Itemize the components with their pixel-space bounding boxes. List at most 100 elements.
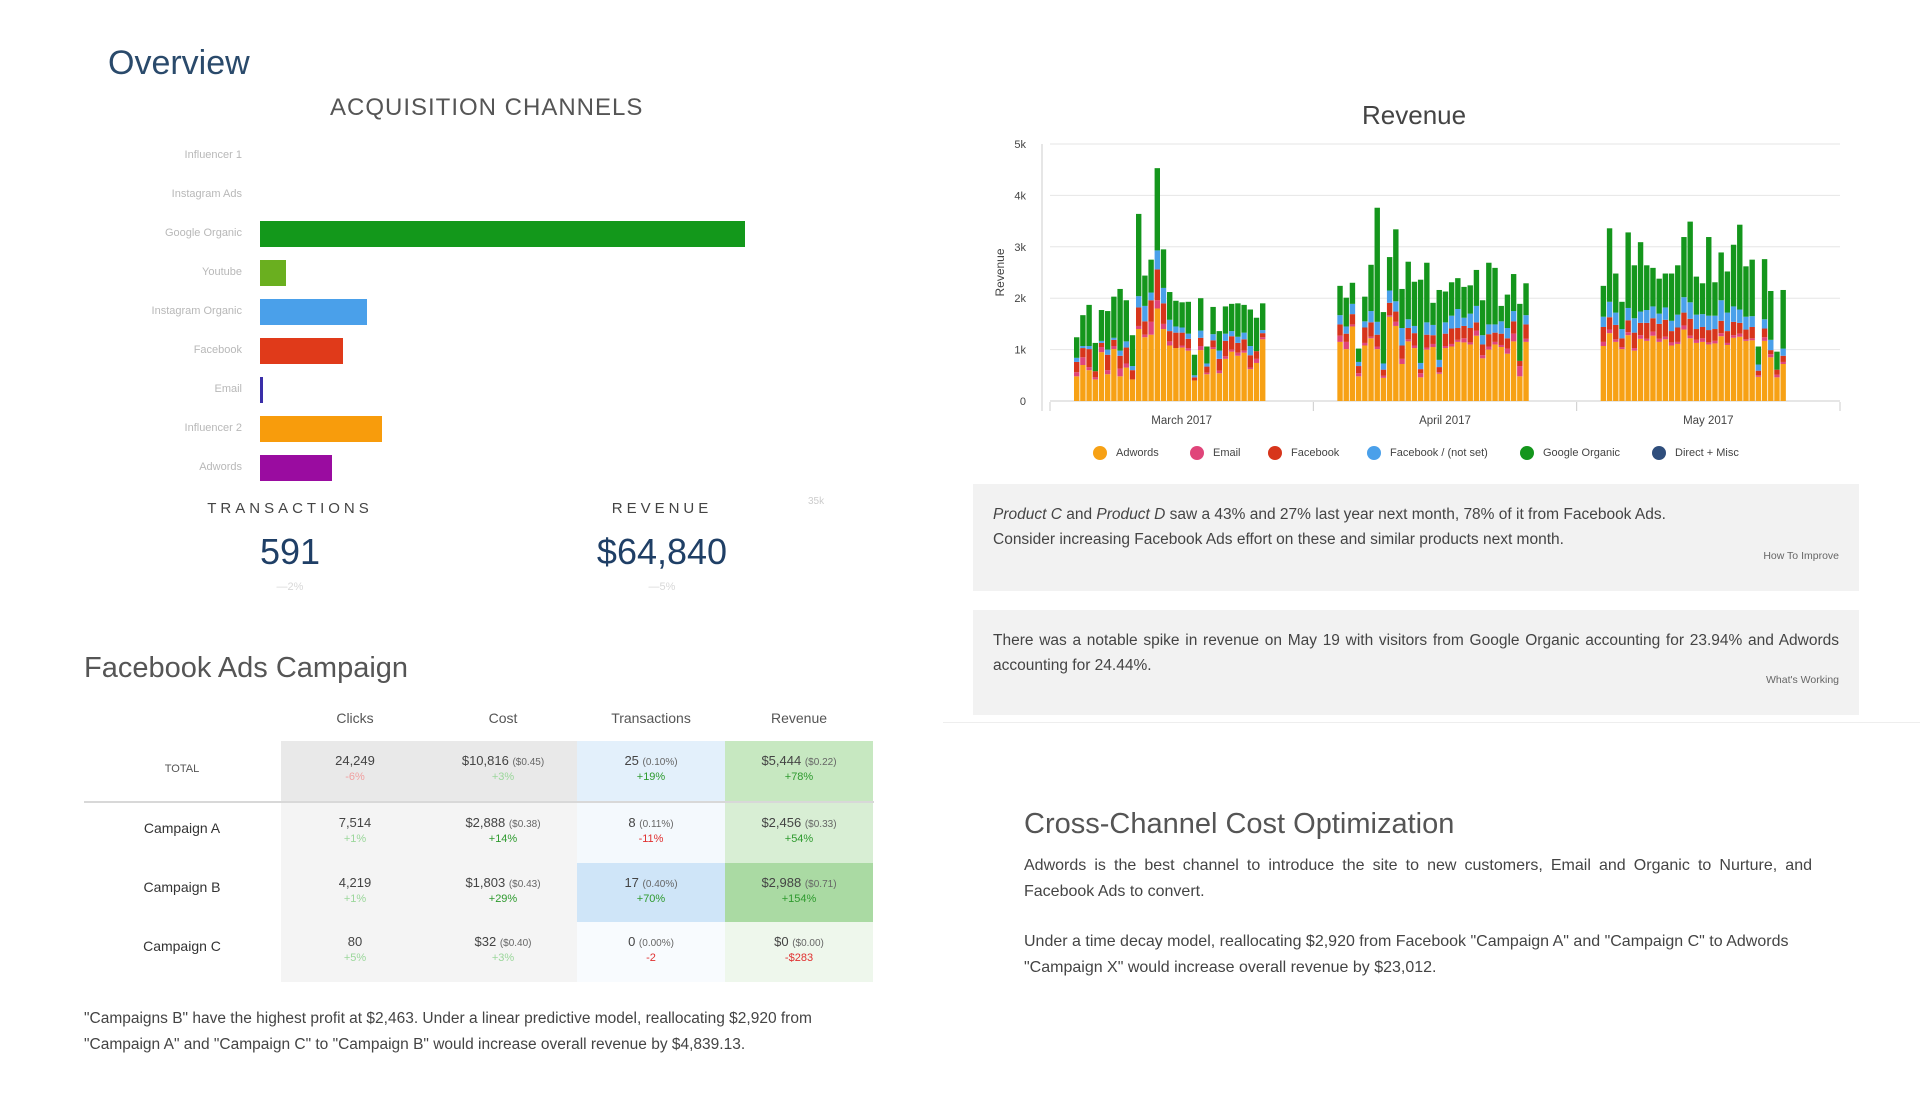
revenue-bar-segment[interactable] <box>1216 350 1222 359</box>
revenue-bar-segment[interactable] <box>1210 306 1216 335</box>
revenue-bar-segment[interactable] <box>1455 278 1461 309</box>
revenue-bar-segment[interactable] <box>1368 336 1374 339</box>
revenue-bar-segment[interactable] <box>1129 379 1136 401</box>
revenue-bar-segment[interactable] <box>1247 355 1253 368</box>
revenue-bar-segment[interactable] <box>1504 353 1511 401</box>
revenue-bar-segment[interactable] <box>1492 324 1498 333</box>
revenue-bar-segment[interactable] <box>1374 349 1380 401</box>
revenue-bar-segment[interactable] <box>1523 283 1529 316</box>
revenue-bar-segment[interactable] <box>1718 320 1724 334</box>
revenue-bar-segment[interactable] <box>1724 271 1731 313</box>
revenue-bar-segment[interactable] <box>1247 346 1253 356</box>
revenue-bar-segment[interactable] <box>1417 377 1424 401</box>
revenue-bar-segment[interactable] <box>1455 308 1461 329</box>
revenue-bar-segment[interactable] <box>1600 326 1607 342</box>
revenue-bar-segment[interactable] <box>1123 367 1129 401</box>
legend-direct-misc[interactable]: Direct + Misc <box>1652 446 1739 460</box>
revenue-bar-segment[interactable] <box>1606 333 1613 401</box>
revenue-bar-segment[interactable] <box>1724 312 1731 332</box>
revenue-bar-segment[interactable] <box>1498 333 1504 345</box>
revenue-bar-segment[interactable] <box>1154 250 1160 270</box>
revenue-bar-segment[interactable] <box>1229 331 1235 337</box>
revenue-bar-segment[interactable] <box>1743 316 1749 330</box>
revenue-bar-segment[interactable] <box>1473 305 1480 323</box>
revenue-bar-segment[interactable] <box>1098 340 1105 343</box>
revenue-bar-segment[interactable] <box>1761 259 1768 320</box>
revenue-bar-segment[interactable] <box>1730 337 1737 401</box>
revenue-bar-segment[interactable] <box>1523 324 1529 339</box>
revenue-bar-segment[interactable] <box>1650 306 1656 319</box>
revenue-bar-segment[interactable] <box>1486 349 1492 401</box>
revenue-bar-segment[interactable] <box>1730 335 1737 338</box>
revenue-bar-segment[interactable] <box>1185 301 1191 334</box>
revenue-bar-segment[interactable] <box>1774 377 1780 401</box>
revenue-bar-segment[interactable] <box>1148 334 1154 401</box>
revenue-bar-segment[interactable] <box>1235 342 1241 353</box>
revenue-bar-segment[interactable] <box>1436 372 1442 374</box>
revenue-bar-segment[interactable] <box>1198 346 1204 351</box>
revenue-bar-segment[interactable] <box>1260 303 1266 331</box>
revenue-bar-segment[interactable] <box>1405 339 1411 342</box>
revenue-bar-segment[interactable] <box>1755 346 1762 365</box>
revenue-bar-segment[interactable] <box>1523 315 1529 325</box>
revenue-bar-segment[interactable] <box>1337 324 1343 336</box>
revenue-bar-segment[interactable] <box>1774 351 1780 370</box>
revenue-bar-segment[interactable] <box>1092 379 1098 401</box>
revenue-bar-segment[interactable] <box>1768 339 1774 351</box>
revenue-bar-segment[interactable] <box>1235 355 1241 401</box>
revenue-bar-segment[interactable] <box>1430 343 1436 348</box>
revenue-bar-segment[interactable] <box>1436 289 1442 360</box>
revenue-bar-segment[interactable] <box>1681 237 1687 298</box>
revenue-bar-segment[interactable] <box>1349 326 1356 401</box>
revenue-bar-segment[interactable] <box>1613 273 1619 313</box>
revenue-bar-segment[interactable] <box>1486 262 1492 325</box>
revenue-bar-segment[interactable] <box>1380 363 1387 370</box>
revenue-bar-segment[interactable] <box>1105 370 1111 375</box>
revenue-bar-segment[interactable] <box>1086 367 1092 371</box>
revenue-bar-segment[interactable] <box>1235 352 1241 356</box>
revenue-bar-segment[interactable] <box>1675 343 1681 401</box>
revenue-bar-segment[interactable] <box>1442 346 1449 349</box>
revenue-bar-segment[interactable] <box>1774 374 1780 378</box>
revenue-bar-segment[interactable] <box>1117 288 1123 351</box>
revenue-bar-segment[interactable] <box>1247 367 1253 370</box>
revenue-bar-segment[interactable] <box>1606 329 1613 334</box>
acquisition-bar[interactable] <box>260 455 333 481</box>
revenue-bar-segment[interactable] <box>1724 344 1731 401</box>
acquisition-bar[interactable] <box>260 377 263 403</box>
revenue-bar-segment[interactable] <box>1730 321 1737 336</box>
revenue-bar-segment[interactable] <box>1337 315 1343 325</box>
revenue-bar-segment[interactable] <box>1393 321 1399 326</box>
revenue-bar-segment[interactable] <box>1210 347 1216 350</box>
revenue-bar-segment[interactable] <box>1473 330 1480 336</box>
revenue-bar-segment[interactable] <box>1619 338 1625 348</box>
revenue-bar-segment[interactable] <box>1191 377 1198 381</box>
revenue-bar-segment[interactable] <box>1417 373 1424 378</box>
revenue-bar-segment[interactable] <box>1780 289 1786 349</box>
revenue-bar-segment[interactable] <box>1380 375 1387 378</box>
revenue-bar-segment[interactable] <box>1399 328 1405 346</box>
revenue-bar-segment[interactable] <box>1637 335 1644 339</box>
revenue-bar-segment[interactable] <box>1074 357 1080 362</box>
revenue-bar-segment[interactable] <box>1173 348 1179 401</box>
revenue-bar-segment[interactable] <box>1687 221 1693 303</box>
revenue-bar-segment[interactable] <box>1718 252 1724 301</box>
revenue-bar-segment[interactable] <box>1424 334 1430 348</box>
revenue-bar-segment[interactable] <box>1644 310 1650 323</box>
revenue-bar-segment[interactable] <box>1637 338 1644 401</box>
revenue-bar-segment[interactable] <box>1644 340 1650 401</box>
how-to-improve-link[interactable]: How To Improve <box>1763 550 1839 562</box>
revenue-bar-segment[interactable] <box>1386 257 1393 291</box>
revenue-bar-segment[interactable] <box>1185 338 1191 349</box>
revenue-bar-segment[interactable] <box>1074 361 1080 373</box>
revenue-bar-segment[interactable] <box>1442 291 1449 323</box>
revenue-bar-segment[interactable] <box>1343 326 1349 334</box>
revenue-bar-segment[interactable] <box>1399 288 1405 329</box>
revenue-bar-segment[interactable] <box>1730 306 1737 322</box>
revenue-bar-segment[interactable] <box>1749 259 1755 317</box>
revenue-bar-segment[interactable] <box>1136 213 1142 297</box>
revenue-bar-segment[interactable] <box>1755 375 1762 377</box>
revenue-bar-segment[interactable] <box>1448 346 1455 401</box>
revenue-bar-segment[interactable] <box>1600 346 1607 401</box>
revenue-bar-segment[interactable] <box>1424 322 1430 335</box>
